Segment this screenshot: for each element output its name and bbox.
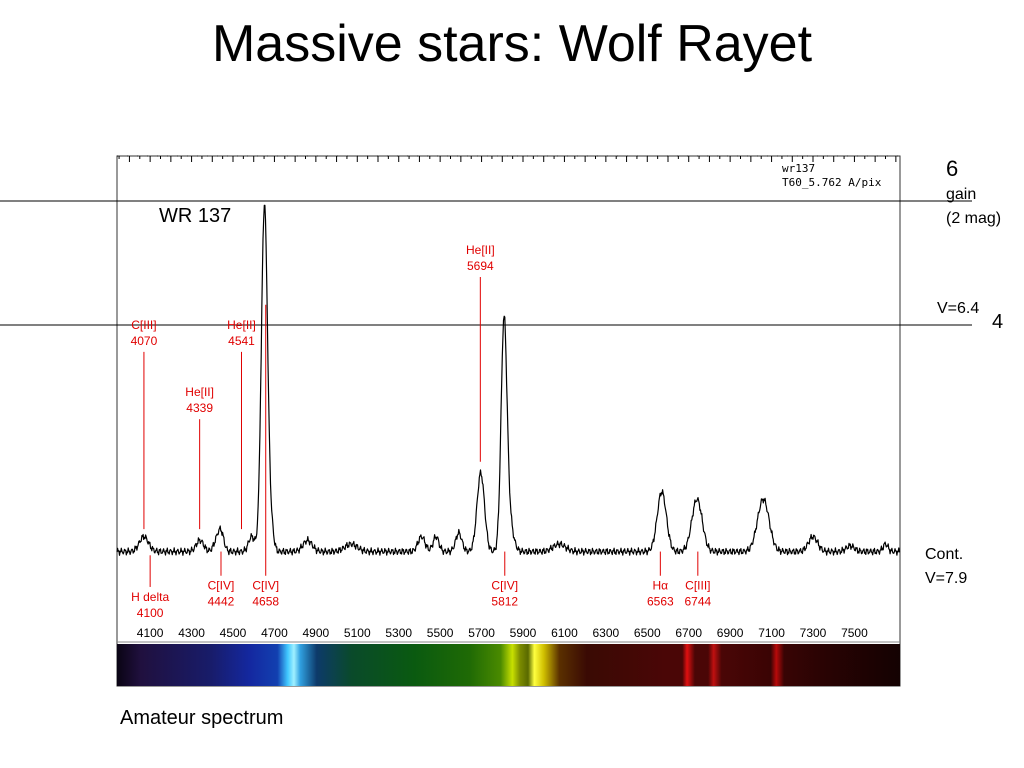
x-tick-label: 6100 — [551, 626, 578, 640]
x-tick-label: 4100 — [137, 626, 164, 640]
x-tick-labels: 4100 4300 4500 4700 4900 5100 5300 5500 5700 5900… — [118, 156, 897, 640]
annotation-HeII-4541-label: He[II] — [227, 318, 256, 332]
x-tick-label: 7300 — [800, 626, 827, 640]
annotation-H-delta-label: H delta — [131, 590, 169, 604]
spectrum-series-line — [116, 204, 901, 556]
x-tick-label: 5900 — [510, 626, 537, 640]
x-tick-label: 5300 — [385, 626, 412, 640]
annotation-CIV-4658-label: C[IV] — [252, 579, 279, 593]
x-tick-label: 7100 — [758, 626, 785, 640]
x-tick-label: 6900 — [717, 626, 744, 640]
x-tick-label: 4300 — [178, 626, 205, 640]
x-tick-label: 6300 — [593, 626, 620, 640]
annotation-HeII-4541-wavelength: 4541 — [228, 334, 255, 348]
annotation-H-alpha-label: Hα — [653, 579, 669, 593]
annotation-CIV-4658-wavelength: 4658 — [252, 595, 279, 609]
annotation-CIII-wavelength: 4070 — [131, 334, 158, 348]
right-label-cont-v: V=7.9 — [925, 570, 968, 587]
color-spectrum-strip — [117, 644, 900, 686]
annotation-HeII-5694-label: He[II] — [466, 243, 495, 257]
slide-title: Massive stars: Wolf Rayet — [211, 15, 813, 73]
x-tick-label: 5100 — [344, 626, 371, 640]
right-label-cont: Cont. — [925, 546, 964, 563]
right-label-vmag: V=6.4 — [937, 300, 980, 317]
info-line-1: wr137 — [782, 162, 815, 175]
annotation-H-alpha-wavelength: 6563 — [647, 595, 674, 609]
right-label-gain-mag: (2 mag) — [946, 210, 1002, 227]
annotation-CIV-4442-label: C[IV] — [208, 579, 235, 593]
x-tick-label: 5700 — [468, 626, 495, 640]
right-label-gain: gain — [946, 186, 977, 203]
annotation-CIV-5812-wavelength: 5812 — [491, 595, 518, 609]
x-tick-label: 4700 — [261, 626, 288, 640]
star-label: WR 137 — [159, 205, 231, 227]
x-tick-label: 5500 — [427, 626, 454, 640]
annotation-HeII-5694-wavelength: 5694 — [467, 259, 494, 273]
right-label-top-mag: 6 — [946, 156, 959, 181]
right-label-mid-mag: 4 — [992, 311, 1004, 333]
x-tick-label: 6700 — [675, 626, 702, 640]
annotation-HeII-4339-label: He[II] — [185, 385, 214, 399]
x-tick-label: 4500 — [220, 626, 247, 640]
annotation-CIV-5812-label: C[IV] — [491, 579, 518, 593]
annotation-CIV-4442-wavelength: 4442 — [208, 595, 235, 609]
annotation-CIII-label: C[III] — [131, 318, 156, 332]
caption: Amateur spectrum — [120, 707, 284, 729]
x-tick-label: 6500 — [634, 626, 661, 640]
info-line-2: T60_5.762 A/pix — [782, 176, 882, 189]
annotation-H-delta-wavelength: 4100 — [137, 606, 164, 620]
annotation-CIII-6744-wavelength: 6744 — [684, 595, 711, 609]
x-tick-label: 4900 — [303, 626, 330, 640]
annotation-CIII-6744-label: C[III] — [685, 579, 710, 593]
annotation-HeII-4339-wavelength: 4339 — [186, 401, 213, 415]
x-tick-label: 7500 — [841, 626, 868, 640]
line-annotations: C[III] 4070 He[II] 4339 He[II] 4541 He[II] 5694… — [131, 243, 712, 620]
plot-frame — [116, 155, 901, 687]
